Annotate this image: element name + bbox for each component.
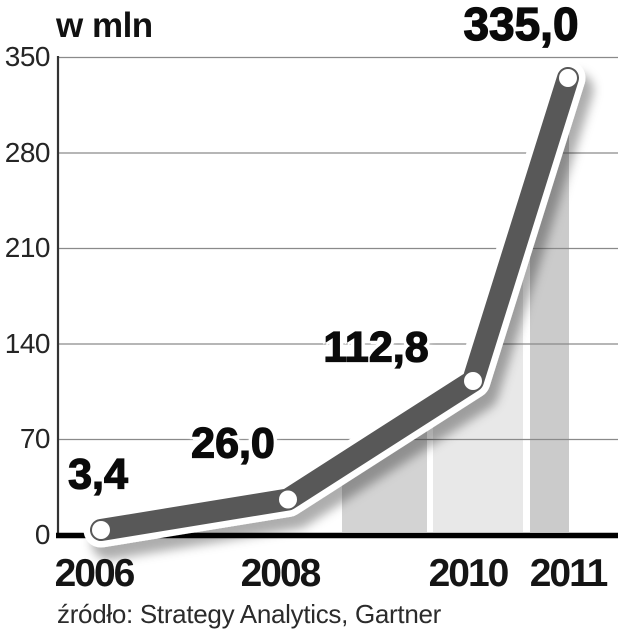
value-label-2010: 112,8 [323,323,430,372]
value-label-2008: 26,0 [191,419,276,468]
y-tick-0: 0 [34,519,51,550]
trend-line-group [83,60,586,548]
data-point-2008 [279,490,297,509]
x-tick-2011: 2011 [529,552,609,595]
trend-line [90,67,579,541]
x-tick-2008: 2008 [240,552,322,595]
source-note: źródło: Strategy Analytics, Gartner [57,599,442,629]
y-tick-70: 70 [19,423,51,454]
data-point-2011 [559,69,577,87]
x-tick-2006: 2006 [54,552,136,595]
x-tick-2010: 2010 [428,552,510,595]
y-tick-140: 140 [4,328,51,359]
value-label-2006: 3,4 [67,450,128,499]
gridlines [57,56,618,441]
y-tick-350: 350 [4,41,51,72]
chart-unit-title: w mln [56,6,153,45]
y-tick-210: 210 [4,232,51,263]
value-label-2011: 335,0 [463,0,579,51]
y-tick-280: 280 [4,137,51,168]
data-point-2010 [464,372,482,390]
data-point-2006 [92,521,110,539]
